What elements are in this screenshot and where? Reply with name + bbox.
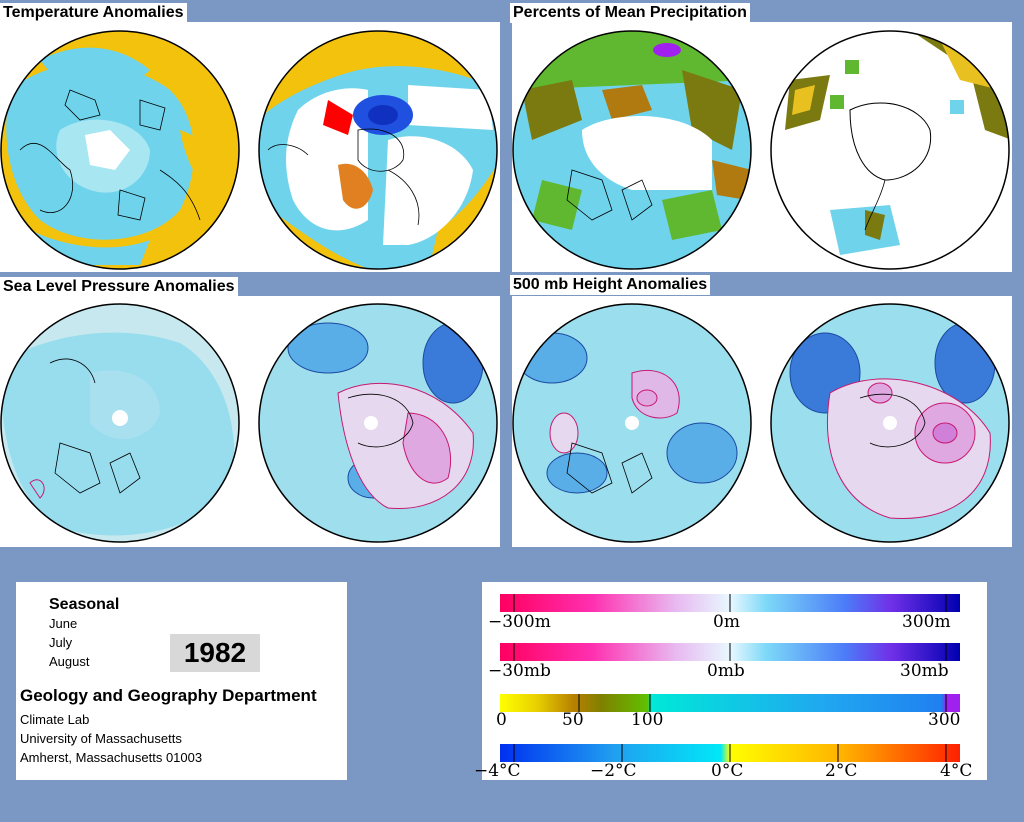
slp-sh-globe: [258, 303, 498, 543]
height-title: 500 mb Height Anomalies: [510, 275, 711, 295]
address-line-3: Amherst, Massachusetts 01003: [20, 750, 203, 765]
pressure-scale-min: −30mb: [488, 661, 551, 681]
temperature-nh-globe: [0, 30, 240, 270]
temp-scale-2: 2°C: [825, 761, 858, 781]
year-badge: 1982: [170, 634, 260, 672]
month-august: August: [49, 654, 90, 669]
pressure-scale-mid: 0mb: [707, 661, 745, 681]
precip-scale-50: 50: [562, 710, 584, 730]
temp-scale-4: 4°C: [940, 761, 973, 781]
temp-scale-bar: [500, 744, 960, 762]
month-june: June: [49, 616, 78, 631]
address-line-2: University of Massachusetts: [20, 731, 182, 746]
pressure-scale-bar: [500, 643, 960, 661]
info-box: Seasonal June July August 1982 Geology a…: [16, 582, 347, 780]
height-sh-globe: [770, 303, 1010, 543]
precipitation-sh-globe: [770, 30, 1010, 270]
height-scale-max: 300m: [902, 612, 951, 632]
address-line-1: Climate Lab: [20, 712, 90, 727]
slp-title: Sea Level Pressure Anomalies: [0, 277, 238, 297]
precipitation-nh-globe: [512, 30, 752, 270]
height-scale-bar: [500, 594, 960, 612]
temperature-title: Temperature Anomalies: [0, 3, 187, 23]
temp-scale-minus2: −2°C: [590, 761, 637, 781]
precip-scale-300: 300: [928, 710, 961, 730]
height-scale-mid: 0m: [713, 612, 740, 632]
department-name: Geology and Geography Department: [20, 686, 317, 705]
slp-nh-globe: [0, 303, 240, 543]
pressure-scale-max: 30mb: [900, 661, 949, 681]
temperature-sh-globe: [258, 30, 498, 270]
precip-scale-100: 100: [631, 710, 664, 730]
temp-scale-minus4: −4°C: [474, 761, 521, 781]
month-july: July: [49, 635, 73, 650]
precip-scale-bar: [500, 694, 960, 712]
height-scale-min: −300m: [488, 612, 551, 632]
precip-scale-0: 0: [496, 710, 507, 730]
legend-box: −300m 0m 300m −30mb 0mb 30mb 0 50 100 30…: [474, 582, 987, 781]
temp-scale-0: 0°C: [711, 761, 744, 781]
period-label: Seasonal: [49, 596, 120, 613]
height-nh-globe: [512, 303, 752, 543]
precipitation-title: Percents of Mean Precipitation: [510, 3, 750, 23]
